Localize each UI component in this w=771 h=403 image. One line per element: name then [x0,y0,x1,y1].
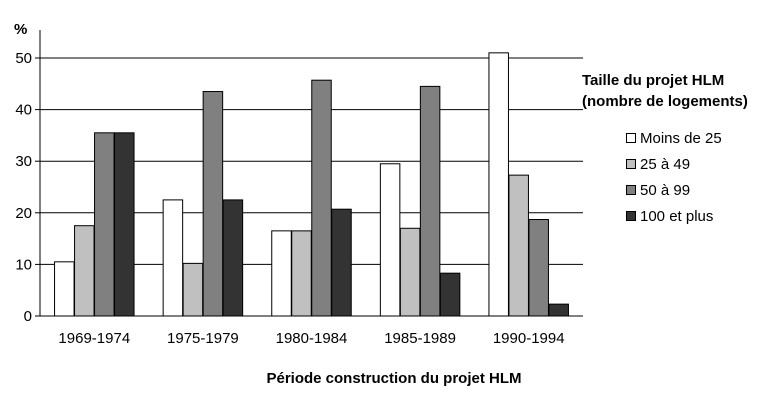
bar-group-1969-1974 [54,132,135,317]
bar-50-à-99 [94,132,115,317]
x-tick-label: 1985-1989 [384,330,456,347]
x-tick-label: 1990-1994 [493,330,565,347]
bar-100-et-plus [439,272,461,317]
legend-label: 100 et plus [640,207,714,225]
bar-25-à-49 [182,262,204,317]
legend: Taille du projet HLM (nombre de logement… [582,70,748,229]
y-tick-label: 50 [15,50,32,67]
legend-swatch [626,211,636,221]
legend-item: 25 à 49 [626,151,748,177]
bar-25-à-49 [508,174,529,317]
bar-25-à-49 [291,230,312,317]
bar-100-et-plus [548,303,569,317]
bar-50-à-99 [202,91,224,317]
legend-title-line-2: (nombre de logements) [582,93,748,110]
y-tick-label: 20 [15,205,32,222]
x-tick-label: 1969-1974 [58,330,130,347]
x-tick-label: 1975-1979 [167,330,239,347]
legend-item: 50 à 99 [626,177,748,203]
bar-50-à-99 [311,79,332,317]
y-tick-label: 0 [24,308,32,325]
bar-25-à-49 [74,225,95,317]
bar-group-1990-1994 [488,52,569,317]
bar-50-à-99 [419,85,441,317]
bar-50-à-99 [528,219,549,317]
bar-moins-de-25 [271,230,292,317]
bar-100-et-plus [222,199,244,317]
bar-moins-de-25 [54,261,75,317]
bar-100-et-plus [331,208,352,317]
bar-moins-de-25 [488,52,509,317]
bar-moins-de-25 [162,199,184,317]
y-tick-label: 10 [15,256,32,273]
axes [39,30,583,317]
bar-group-1980-1984 [271,79,352,317]
bar-25-à-49 [399,227,421,317]
bar-100-et-plus [114,132,135,317]
legend-label: 50 à 99 [640,181,691,199]
legend-item: 100 et plus [626,203,748,229]
y-axis-label: % [14,21,27,38]
legend-swatch [626,185,636,195]
legend-label: Moins de 25 [640,129,722,147]
legend-item: Moins de 25 [626,125,748,151]
bar-group-1985-1989 [379,85,461,317]
legend-swatch [626,133,636,143]
bar-moins-de-25 [379,163,401,317]
x-axis-ticks: 1969-1974 1975-1979 1980-1984 1985-1989 1990… [58,330,564,347]
y-axis-ticks: 0 10 20 30 40 50 [15,50,40,325]
legend-items: Moins de 25 25 à 49 50 à 99 100 et plus [626,125,748,229]
legend-swatch [626,159,636,169]
x-axis-label: Période construction du projet HLM [266,370,521,387]
x-tick-label: 1980-1984 [276,330,348,347]
bar-group-1975-1979 [162,91,244,317]
legend-label: 25 à 49 [640,155,691,173]
y-tick-label: 40 [15,102,32,119]
legend-title-line-1: Taille du projet HLM [582,72,725,89]
bar-groups [54,52,569,317]
y-tick-label: 30 [15,153,32,170]
